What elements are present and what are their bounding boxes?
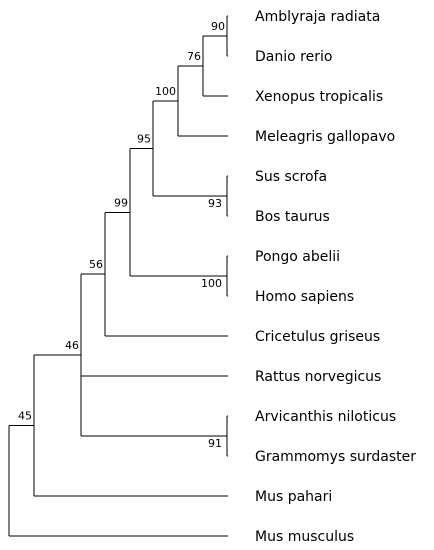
- taxon-label-mus-musculus: Mus musculus: [255, 529, 354, 545]
- support-value-n93: 93: [208, 197, 222, 210]
- taxon-label-sus-scrofa: Sus scrofa: [255, 169, 327, 185]
- support-value-n56: 56: [89, 258, 103, 271]
- taxon-label-danio-rerio: Danio rerio: [255, 49, 332, 65]
- taxon-label-rattus-norvegicus: Rattus norvegicus: [255, 369, 381, 385]
- taxon-label-xenopus-tropicalis: Xenopus tropicalis: [255, 89, 383, 105]
- taxon-label-homo-sapiens: Homo sapiens: [255, 289, 354, 305]
- support-value-n76: 76: [187, 50, 201, 63]
- support-value-n91: 91: [208, 437, 222, 450]
- taxon-label-grammomys-surdaster: Grammomys surdaster: [255, 449, 416, 465]
- taxon-label-amblyraja-radiata: Amblyraja radiata: [255, 9, 380, 25]
- taxon-label-cricetulus-griseus: Cricetulus griseus: [255, 329, 380, 345]
- support-value-n46: 46: [65, 339, 79, 352]
- support-value-n95: 95: [137, 133, 151, 146]
- support-value-n100a: 100: [155, 85, 176, 98]
- support-value-n45: 45: [18, 410, 32, 423]
- support-value-n90: 90: [211, 20, 225, 33]
- taxon-label-pongo-abelii: Pongo abelii: [255, 249, 340, 265]
- taxon-label-arvicanthis-niloticus: Arvicanthis niloticus: [255, 409, 396, 425]
- taxon-label-meleagris-gallopavo: Meleagris gallopavo: [255, 129, 395, 145]
- support-value-n100b: 100: [201, 277, 222, 290]
- taxon-label-mus-pahari: Mus pahari: [255, 489, 332, 505]
- support-value-n99: 99: [114, 196, 128, 209]
- taxon-label-bos-taurus: Bos taurus: [255, 209, 330, 225]
